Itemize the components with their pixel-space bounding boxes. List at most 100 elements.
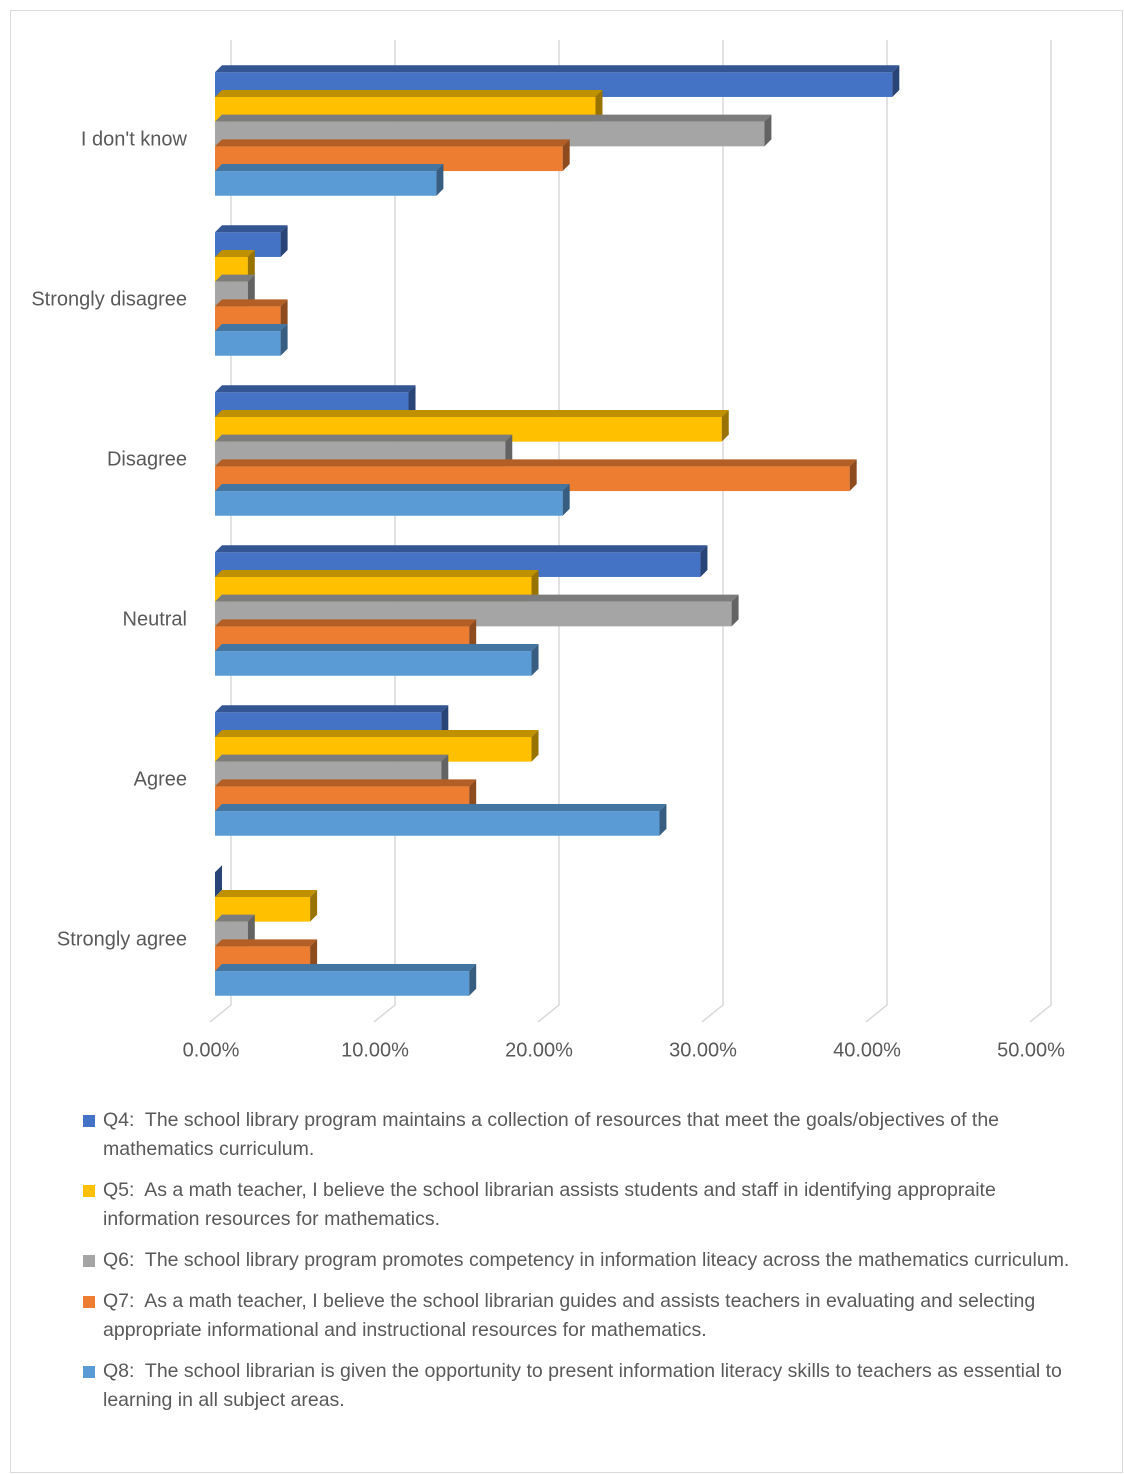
bar-top [215, 324, 288, 332]
legend-label: Q4: The school library program maintains… [103, 1109, 1005, 1160]
x-tick-label: 50.00% [997, 1039, 1065, 1061]
legend-entry: Q4: The school library program maintains… [83, 1106, 1083, 1164]
bar-top [215, 779, 477, 787]
legend-entry: Q8: The school librarian is given the op… [83, 1357, 1083, 1415]
legend-label: Q6: The school library program promotes … [103, 1249, 1070, 1271]
bar-top [215, 545, 708, 553]
bar-top [215, 914, 255, 922]
bar-top [215, 619, 477, 627]
bar-side [436, 164, 444, 196]
grid-line [865, 40, 888, 1023]
chart-border [10, 10, 1123, 1473]
y-tick-label: Neutral [123, 608, 187, 630]
legend-entry: Q5: As a math teacher, I believe the sch… [83, 1176, 1083, 1234]
bar-top [215, 434, 513, 442]
bar-side [215, 865, 222, 897]
bar-side [505, 434, 513, 467]
bar-side [531, 729, 539, 762]
legend-label: Q5: As a math teacher, I believe the sch… [103, 1179, 1002, 1230]
bar-side [700, 545, 708, 577]
bar-side [562, 139, 570, 172]
bar-side [659, 804, 667, 836]
bar-side [441, 754, 449, 787]
bar-front [215, 811, 660, 836]
legend-swatch [83, 1115, 95, 1127]
legend-swatch [83, 1185, 95, 1197]
legend-swatch [83, 1366, 95, 1378]
bar-top [215, 729, 539, 737]
legend-label: Q8: The school librarian is given the op… [103, 1360, 1068, 1411]
bar-side [247, 274, 255, 307]
bar-top [215, 594, 739, 602]
bar-top [215, 139, 570, 147]
bar-top [215, 569, 539, 577]
bar-front [215, 491, 563, 516]
grid-line [1029, 40, 1052, 1023]
bar-side [892, 65, 900, 97]
bar-side [849, 459, 857, 492]
bar-top [215, 889, 318, 897]
bar-top [215, 484, 570, 492]
bar-side [531, 569, 539, 602]
legend-entry: Q6: The school library program promotes … [83, 1246, 1083, 1275]
bar-top [215, 754, 449, 762]
bar-side [721, 409, 729, 442]
bar-front [215, 331, 281, 356]
x-tick-label: 40.00% [833, 1039, 901, 1061]
bar-side [562, 484, 570, 516]
bar-top [215, 114, 772, 122]
legend-label: Q7: As a math teacher, I believe the sch… [103, 1290, 1041, 1341]
bar-top [215, 804, 667, 812]
bar-side [310, 939, 318, 972]
bar-side [280, 299, 288, 332]
bar-top [215, 705, 449, 713]
y-tick-label: Disagree [107, 448, 187, 470]
grid-line [701, 40, 724, 1023]
grid-line [209, 40, 232, 1023]
y-tick-label: Strongly disagree [31, 288, 187, 310]
bar-side [441, 705, 449, 737]
bar-side [469, 619, 477, 652]
bar-side [531, 644, 539, 676]
y-tick-label: I don't know [81, 128, 188, 150]
y-tick-label: Strongly agree [57, 928, 187, 950]
bar-side [469, 779, 477, 812]
bar-side [731, 594, 739, 627]
bar-side [310, 889, 318, 922]
bar-top [215, 964, 477, 972]
legend-swatch [83, 1296, 95, 1308]
legend-entry: Q7: As a math teacher, I believe the sch… [83, 1287, 1083, 1345]
bar-top [215, 225, 288, 233]
y-tick-label: Agree [134, 768, 187, 790]
bar-top [215, 299, 288, 307]
bar-side [280, 225, 288, 257]
bar-side [247, 249, 255, 282]
bar-side [247, 914, 255, 947]
bar-side [280, 324, 288, 356]
grid-line [537, 40, 560, 1023]
bar-top [215, 409, 729, 417]
bar-front [215, 171, 437, 196]
bar-top [215, 89, 603, 97]
grid-line [373, 40, 396, 1023]
legend-swatch [83, 1255, 95, 1267]
bar-top [215, 939, 318, 947]
bar-side [595, 89, 603, 122]
legend: Q4: The school library program maintains… [83, 1106, 1083, 1427]
x-tick-label: 30.00% [669, 1039, 737, 1061]
bar-top [215, 385, 416, 393]
bar-top [215, 459, 857, 467]
bar-front [215, 971, 470, 996]
x-tick-label: 20.00% [505, 1039, 573, 1061]
bar-side [764, 114, 772, 147]
bar-top [215, 164, 444, 172]
bar-front [215, 651, 532, 676]
bar-top [215, 274, 255, 282]
bar-top [215, 644, 539, 652]
bar-top [215, 65, 900, 73]
bar-side [408, 385, 416, 417]
x-tick-label: 10.00% [341, 1039, 409, 1061]
bar-top [215, 249, 255, 257]
